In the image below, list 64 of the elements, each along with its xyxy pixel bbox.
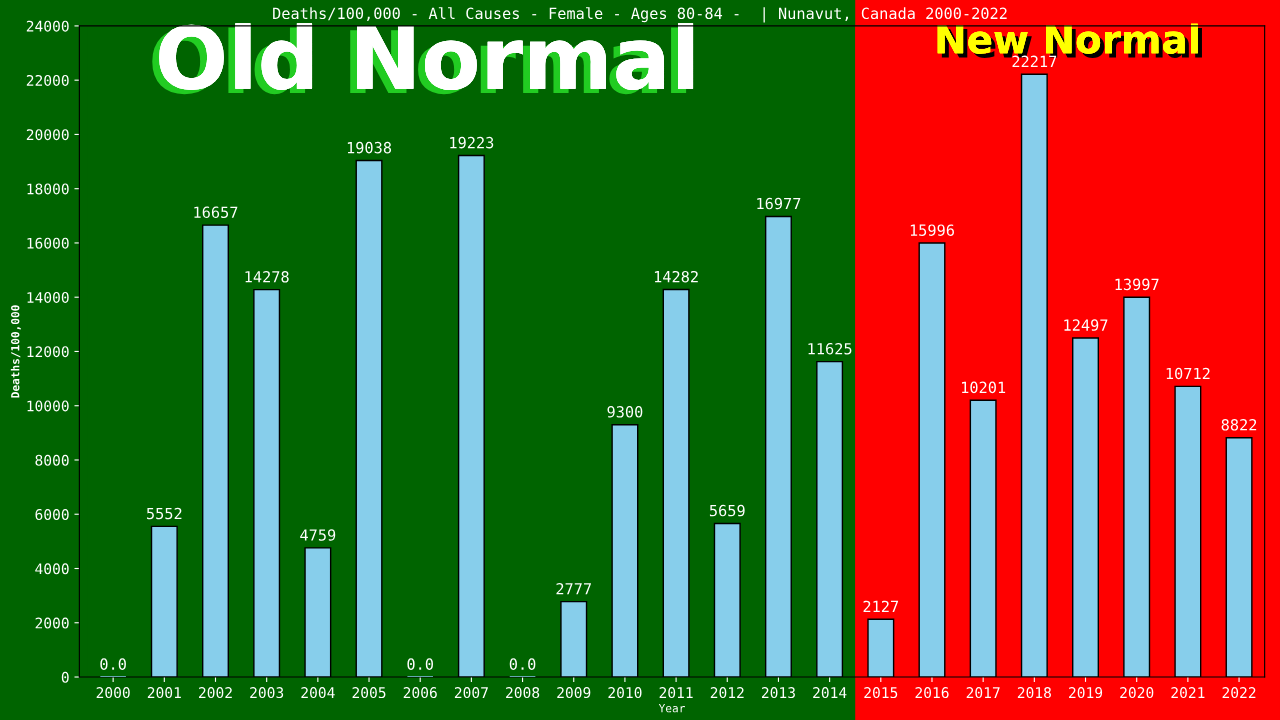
x-tick-label: 2022 <box>1222 687 1256 699</box>
chart-title: Deaths/100,000 - All Causes - Female - Ages 80-84 - | Nunavut, Canada 2000-2022 <box>273 7 1007 23</box>
x-tick-label: 2003 <box>250 687 284 699</box>
data-label: 19038 <box>347 141 392 154</box>
data-label: 2777 <box>556 583 591 595</box>
x-tick-label: 2000 <box>96 687 130 699</box>
x-tick-label: 2014 <box>813 687 847 699</box>
x-tick-label: 2019 <box>1069 687 1103 699</box>
data-label: 8822 <box>1221 419 1257 431</box>
y-tick-label: 18000 <box>27 183 69 195</box>
y-tick-label: 16000 <box>27 237 69 249</box>
data-label: 19223 <box>450 136 494 149</box>
data-label: 4759 <box>300 529 336 541</box>
y-tick-label: 2000 <box>35 617 69 629</box>
data-label: 2127 <box>863 600 899 612</box>
x-tick-label: 2008 <box>506 687 540 699</box>
x-axis-title: Year <box>658 704 685 713</box>
x-tick-label: 2013 <box>761 687 795 699</box>
x-tick-label: 2016 <box>915 687 949 699</box>
x-tick-label: 2005 <box>352 687 386 699</box>
band-label: New Normal <box>937 23 1198 54</box>
data-label: 11625 <box>808 342 852 355</box>
data-label: 13997 <box>1115 278 1159 291</box>
data-label: 12497 <box>1064 319 1108 331</box>
x-tick-label: 2007 <box>454 687 488 699</box>
data-label: 0.0 <box>100 658 126 670</box>
data-label: 0.0 <box>509 658 536 670</box>
y-tick-label: 14000 <box>27 291 69 303</box>
y-tick-label: 12000 <box>27 346 69 358</box>
data-label: 5552 <box>146 507 182 520</box>
x-tick-label: 2021 <box>1171 687 1205 699</box>
y-tick-label: 4000 <box>35 563 69 575</box>
x-tick-label: 2009 <box>557 687 591 699</box>
data-label: 22217 <box>1012 55 1057 67</box>
x-tick-label: 2020 <box>1120 687 1154 699</box>
data-label: 15996 <box>910 224 954 236</box>
data-label: 10712 <box>1166 367 1210 380</box>
y-tick-label: 6000 <box>35 509 69 521</box>
x-tick-label: 2002 <box>199 687 232 699</box>
x-tick-label: 2010 <box>608 687 642 699</box>
data-label: 16977 <box>757 197 801 210</box>
y-tick-label: 20000 <box>26 129 69 141</box>
y-tick-label: 22000 <box>26 74 69 86</box>
y-tick-label: 8000 <box>35 454 69 466</box>
y-tick-label: 0 <box>61 671 69 683</box>
y-axis-title: Deaths/100,000 <box>10 305 21 398</box>
x-tick-label: 2015 <box>864 687 898 699</box>
x-tick-label: 2006 <box>403 687 437 699</box>
y-tick-label: 24000 <box>26 20 69 32</box>
x-tick-label: 2012 <box>710 687 744 699</box>
y-tick-label: 10000 <box>27 400 69 412</box>
data-label: 14282 <box>654 270 698 283</box>
x-tick-label: 2018 <box>1017 687 1051 699</box>
data-label: 0.0 <box>407 658 434 670</box>
data-label: 5659 <box>709 504 745 517</box>
x-tick-label: 2004 <box>301 687 335 699</box>
data-label: 9300 <box>607 406 643 418</box>
x-tick-label: 2017 <box>966 687 1000 699</box>
band-label: Old Normal <box>152 23 694 95</box>
data-label: 16657 <box>194 206 238 218</box>
x-tick-label: 2001 <box>147 687 181 699</box>
data-label: 10201 <box>962 381 1006 394</box>
x-tick-label: 2011 <box>659 687 693 699</box>
data-label: 14278 <box>245 270 289 283</box>
